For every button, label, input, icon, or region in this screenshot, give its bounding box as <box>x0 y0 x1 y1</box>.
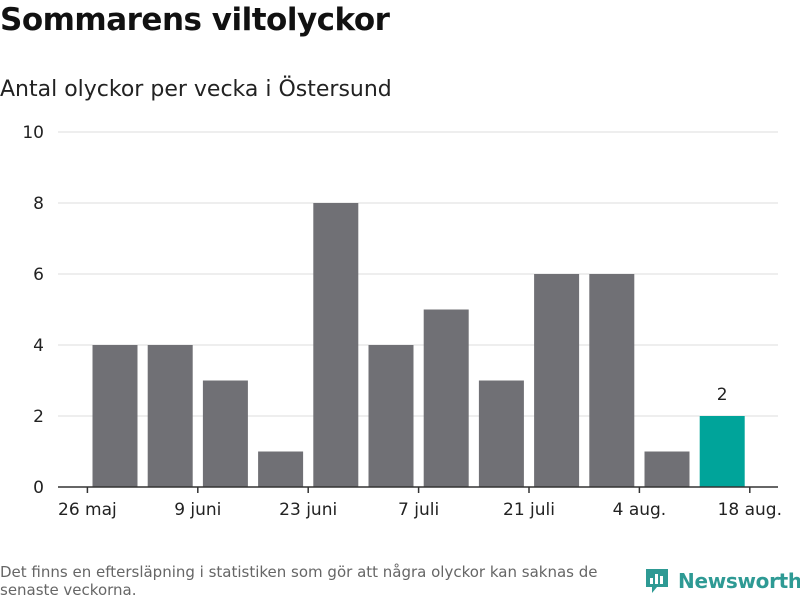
bar <box>478 380 524 487</box>
y-tick-label: 6 <box>33 265 44 285</box>
bar <box>313 203 359 487</box>
bar <box>423 309 469 487</box>
y-tick-label: 0 <box>33 478 44 498</box>
y-tick-label: 2 <box>33 407 44 427</box>
brand[interactable]: Newsworthy <box>644 567 800 595</box>
bar <box>644 451 690 487</box>
x-tick-label: 4 aug. <box>613 500 667 520</box>
chart-title: Sommarens viltolyckor <box>0 2 390 38</box>
bar <box>92 345 138 487</box>
newsworthy-logo-icon <box>646 569 668 593</box>
x-tick-label: 21 juli <box>503 500 555 520</box>
bar <box>258 451 304 487</box>
bar <box>147 345 193 487</box>
bar <box>534 274 580 487</box>
bar <box>368 345 414 487</box>
footnote: Det finns en eftersläpning i statistiken… <box>0 563 598 599</box>
bar <box>202 380 248 487</box>
x-tick-label: 26 maj <box>58 500 117 520</box>
y-tick-label: 4 <box>33 336 44 356</box>
chart-subtitle: Antal olyckor per vecka i Östersund <box>0 77 392 102</box>
x-tick-label: 23 juni <box>279 500 337 520</box>
data-label: 2 <box>717 385 728 405</box>
bar <box>699 416 745 487</box>
x-tick-label: 9 juni <box>174 500 221 520</box>
x-tick-label: 18 aug. <box>718 500 782 520</box>
y-tick-label: 10 <box>22 123 44 143</box>
brand-name: Newsworthy <box>678 569 800 593</box>
y-tick-label: 8 <box>33 194 44 214</box>
x-tick-label: 7 juli <box>398 500 439 520</box>
bar-chart: 0 2 4 6 8 10 2 26 maj 9 juni 23 juni 7 juli 21 juli… <box>22 123 782 520</box>
bar <box>589 274 635 487</box>
